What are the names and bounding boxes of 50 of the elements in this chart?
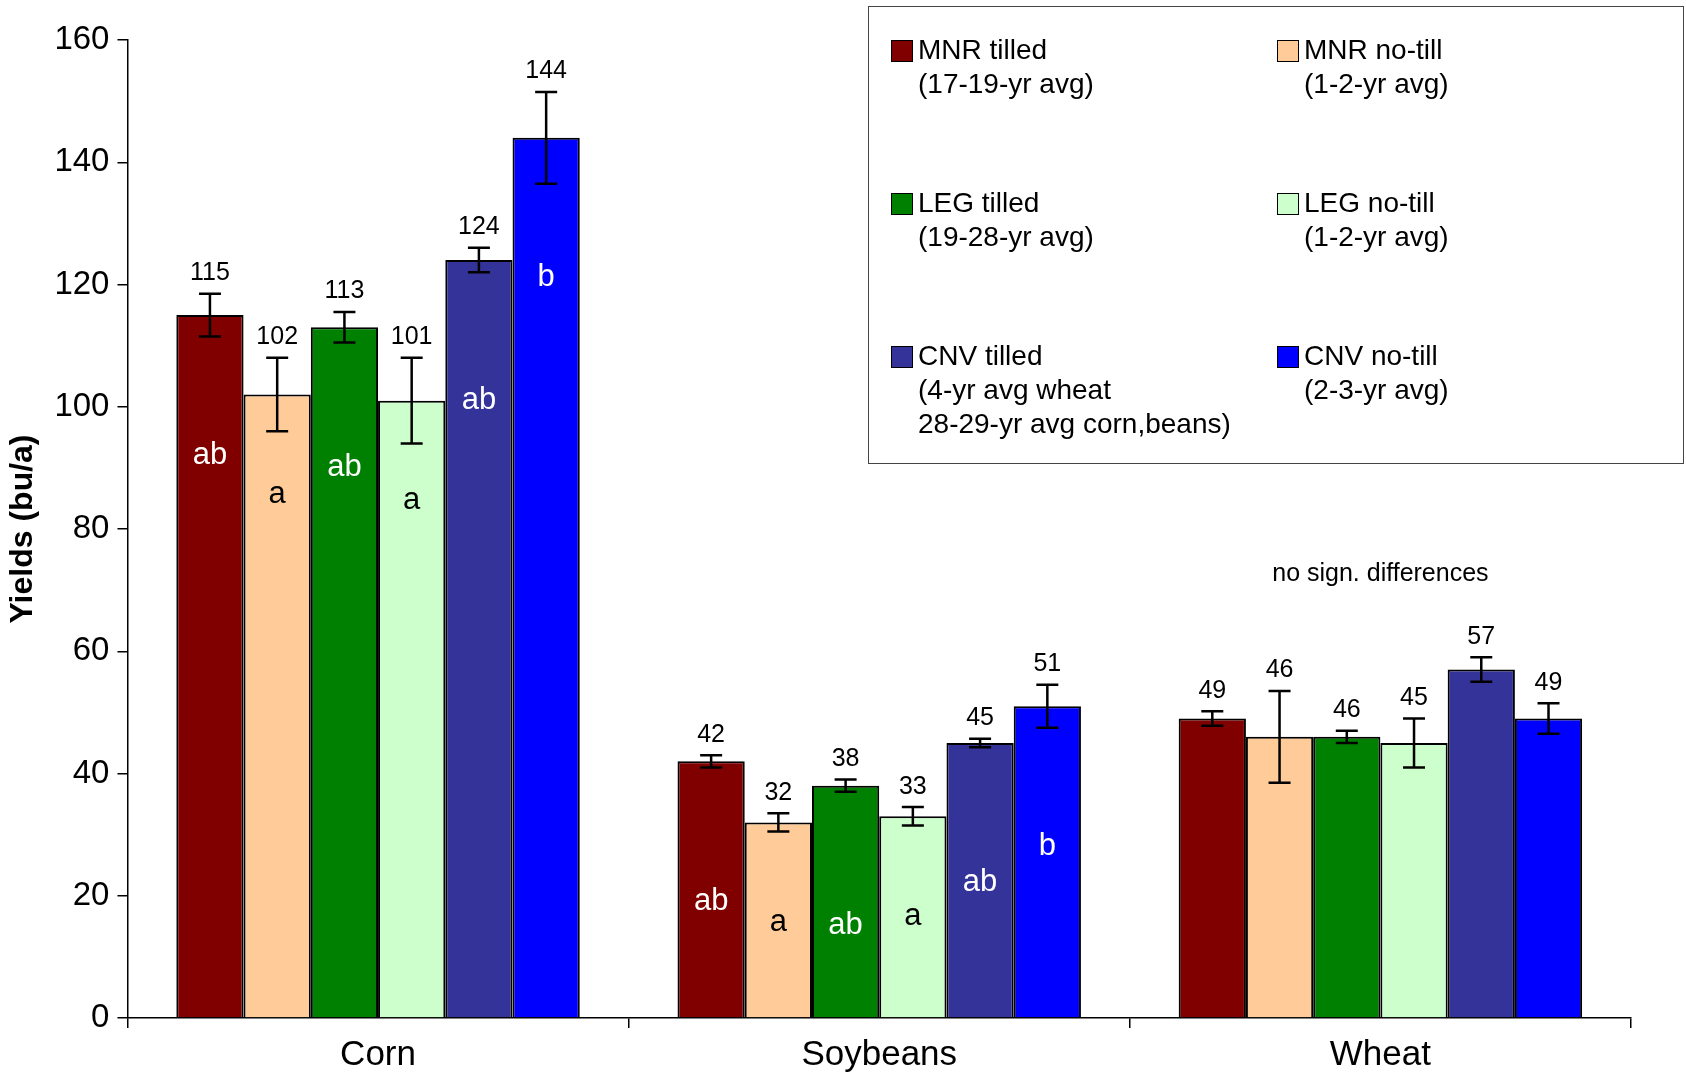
legend-label: CNV tilled (4-yr avg wheat 28-29-yr avg corn,beans)	[918, 339, 1231, 441]
data-label: 49	[1198, 674, 1227, 703]
y-axis-title: Yields (bu/a)	[3, 434, 40, 624]
annotation: a	[403, 481, 422, 517]
annotation: ab	[327, 447, 362, 483]
y-tick-label: 60	[72, 630, 110, 668]
data-label: 102	[256, 321, 299, 350]
legend-label: MNR tilled (17-19-yr avg)	[918, 33, 1094, 101]
annotation: no sign. differences	[1272, 558, 1489, 587]
y-tick-label: 140	[54, 141, 110, 179]
legend-label: MNR no-till (1-2-yr avg)	[1304, 33, 1449, 101]
data-label: 101	[390, 321, 433, 350]
data-label: 115	[190, 257, 230, 286]
data-label: 32	[764, 776, 793, 805]
data-label: 42	[697, 718, 726, 747]
data-label: 51	[1033, 648, 1062, 677]
annotation: ab	[461, 380, 497, 416]
data-label: 46	[1332, 694, 1361, 723]
data-label: 113	[324, 275, 365, 304]
annotation: ab	[828, 906, 863, 942]
y-tick-label: 100	[54, 385, 110, 423]
y-tick-label: 0	[91, 997, 110, 1035]
data-label: 57	[1467, 620, 1496, 649]
annotation: b	[537, 258, 555, 294]
data-label: 45	[966, 702, 994, 731]
annotation: ab	[192, 435, 228, 471]
annotation: ab	[693, 881, 729, 917]
y-tick-label: 20	[72, 874, 110, 912]
annotation: ab	[962, 863, 998, 899]
data-label: 49	[1534, 666, 1563, 695]
y-tick-label: 160	[54, 19, 110, 57]
annotation: a	[769, 902, 788, 938]
x-tick-label: Wheat	[1329, 1032, 1432, 1072]
data-label: 38	[831, 743, 860, 771]
y-tick-label: 80	[72, 508, 110, 546]
legend-label: CNV no-till (2-3-yr avg)	[1304, 339, 1449, 407]
data-label: 33	[898, 770, 927, 799]
x-tick-label: Soybeans	[801, 1032, 958, 1072]
y-tick-label: 40	[72, 752, 110, 790]
x-tick-label: Corn	[340, 1032, 416, 1072]
annotation: b	[1038, 826, 1056, 862]
y-tick-label: 120	[54, 263, 110, 301]
annotation: a	[904, 896, 923, 932]
annotation: a	[268, 475, 287, 511]
data-label: 45	[1400, 681, 1428, 710]
legend-label: LEG tilled (19-28-yr avg)	[918, 186, 1094, 254]
legend-label: LEG no-till (1-2-yr avg)	[1304, 186, 1449, 254]
data-label: 144	[525, 55, 568, 84]
data-label: 124	[458, 211, 500, 240]
data-label: 46	[1265, 654, 1294, 683]
